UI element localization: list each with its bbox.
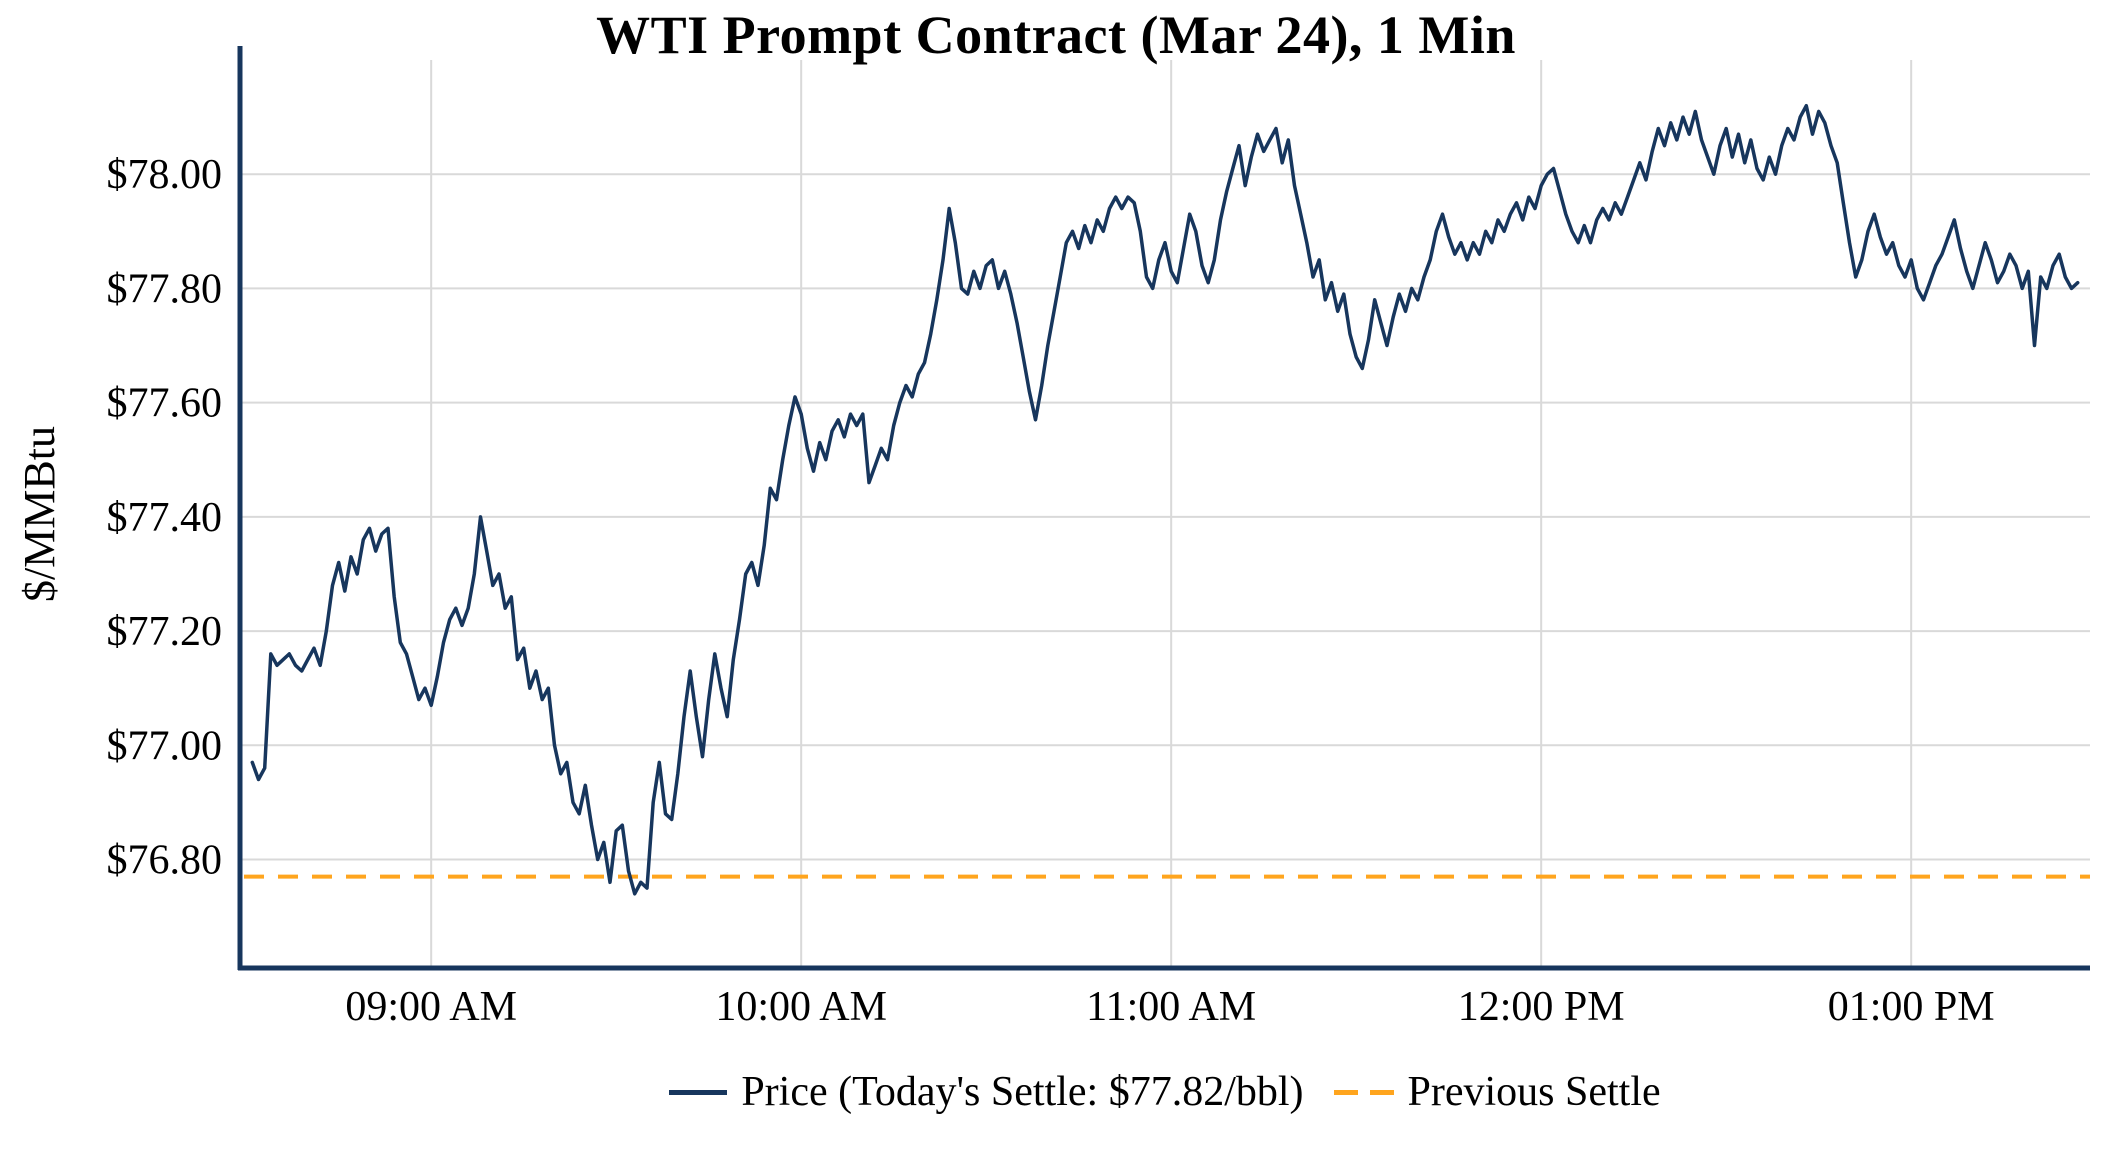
- price-line-swatch: [669, 1089, 728, 1095]
- x-tick-label: 09:00 AM: [345, 984, 517, 1030]
- y-tick-label: $76.80: [107, 837, 223, 883]
- x-tick-label: 12:00 PM: [1458, 984, 1625, 1030]
- y-tick-label: $77.80: [107, 266, 223, 312]
- dash-icon: [1333, 1089, 1358, 1095]
- x-tick-label: 10:00 AM: [715, 984, 887, 1030]
- x-tick-label: 11:00 AM: [1086, 984, 1256, 1030]
- chart-title: WTI Prompt Contract (Mar 24), 1 Min: [596, 5, 1516, 65]
- y-tick-label: $78.00: [107, 152, 223, 198]
- x-tick-label: 01:00 PM: [1828, 984, 1995, 1030]
- y-tick-label: $77.60: [107, 381, 223, 427]
- y-tick-label: $77.20: [107, 609, 223, 655]
- legend-previous-settle-label: Previous Settle: [1407, 1069, 1661, 1115]
- y-tick-label: $77.00: [107, 723, 223, 769]
- legend: Price (Today's Settle: $77.82/bbl) Previ…: [240, 1060, 2090, 1124]
- dash-icon: [1369, 1089, 1394, 1095]
- previous-settle-swatch: [1333, 1089, 1394, 1095]
- legend-price-label: Price (Today's Settle: $77.82/bbl): [741, 1069, 1304, 1115]
- price-line: [250, 103, 2080, 896]
- y-tick-label: $77.40: [107, 495, 223, 541]
